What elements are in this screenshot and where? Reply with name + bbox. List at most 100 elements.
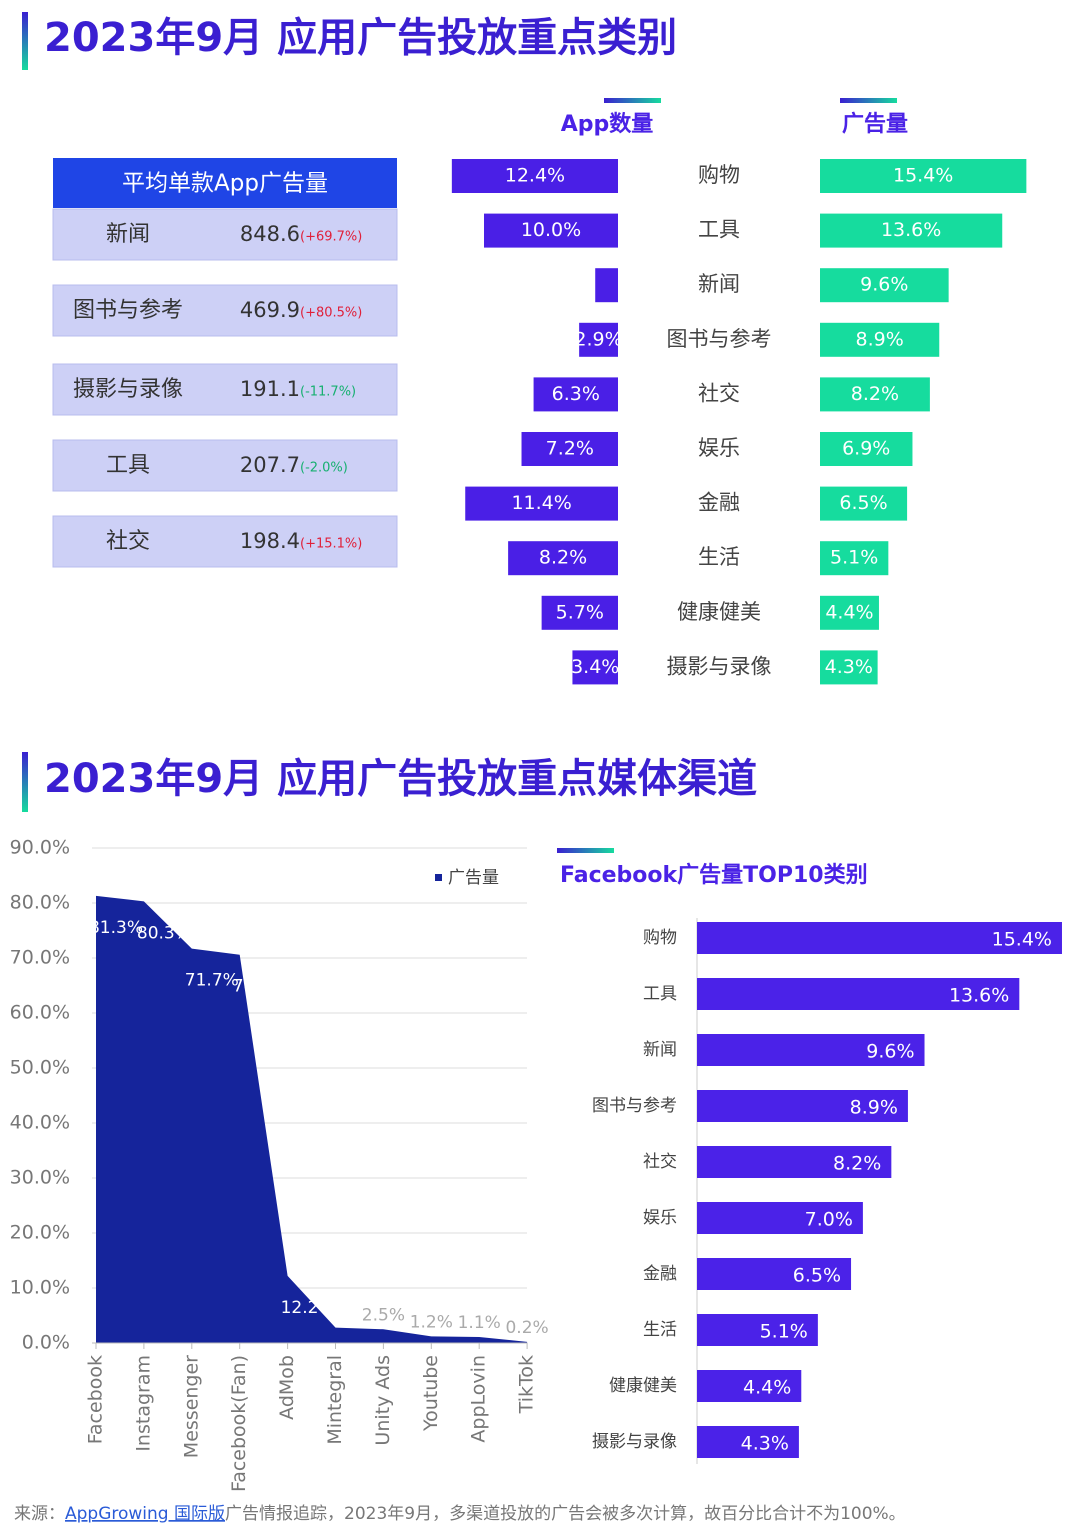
y-tick-label: 50.0% — [10, 1057, 70, 1079]
value-label: 12.2% — [281, 1298, 335, 1318]
bar — [697, 1202, 863, 1234]
value-label: 5.7% — [556, 601, 604, 623]
value-label: 8.2% — [851, 383, 899, 405]
bar — [697, 1370, 802, 1402]
x-tick-label: Mintegral — [324, 1355, 346, 1445]
header-accent — [604, 98, 661, 103]
table-category: 工具 — [106, 453, 150, 478]
table-value: 469.9 — [240, 298, 300, 322]
value-label: 9.6% — [866, 1041, 914, 1063]
table-row-bg — [52, 284, 398, 337]
footer-link[interactable]: AppGrowing 国际版 — [65, 1504, 225, 1524]
value-label: 4.4% — [743, 1377, 791, 1399]
table-header-bg — [53, 158, 397, 208]
value-label: 4.3% — [741, 1433, 789, 1455]
x-tick-label: TikTok — [516, 1355, 538, 1414]
x-tick-label: Facebook(Fan) — [228, 1355, 250, 1492]
value-label: 80.3% — [137, 923, 191, 943]
table-value: 848.6 — [240, 222, 300, 246]
category-label: 金融 — [698, 491, 740, 515]
section-title: 2023年9月 应用广告投放重点类别 — [44, 15, 677, 61]
category-label: 工具 — [643, 984, 677, 1004]
table-row-bg — [52, 515, 398, 568]
value-label: 8.2% — [833, 1153, 881, 1175]
category-label: 社交 — [643, 1152, 677, 1172]
value-label: 70.6% — [233, 977, 287, 997]
category-label: 购物 — [643, 928, 677, 948]
section-title: 2023年9月 应用广告投放重点媒体渠道 — [44, 756, 757, 802]
category-label: 金融 — [643, 1264, 677, 1284]
table-category: 新闻 — [106, 222, 150, 247]
bar — [820, 377, 930, 412]
series-name: App数量 — [561, 111, 654, 137]
value-label: 4.3% — [825, 656, 873, 678]
legend-label: 广告量 — [448, 868, 499, 888]
category-label: 摄影与录像 — [592, 1432, 677, 1452]
bar — [820, 595, 879, 630]
bar — [697, 1314, 818, 1346]
value-label: 15.4% — [893, 165, 953, 187]
category-label: 娱乐 — [698, 436, 740, 460]
y-tick-label: 10.0% — [10, 1277, 70, 1299]
legend-swatch — [435, 874, 442, 881]
y-tick-label: 70.0% — [10, 947, 70, 969]
value-label: 8.9% — [850, 1097, 898, 1119]
category-label: 生活 — [643, 1320, 677, 1340]
value-label: 2.5% — [362, 1305, 405, 1325]
category-label: 健康健美 — [609, 1376, 677, 1396]
table-header: 平均单款App广告量 — [122, 171, 328, 197]
header-accent — [840, 98, 897, 103]
y-tick-label: 20.0% — [10, 1222, 70, 1244]
bar — [595, 268, 618, 303]
series-name: 广告量 — [842, 111, 908, 137]
table-row-bg — [52, 363, 398, 416]
value-label: 13.6% — [949, 985, 1009, 1007]
bar — [697, 1426, 799, 1458]
table-category: 摄影与录像 — [73, 377, 183, 402]
table-change: (+15.1%) — [300, 537, 362, 552]
bar — [820, 650, 878, 685]
category-label: 健康健美 — [677, 600, 761, 624]
title-accent — [557, 848, 614, 853]
table-change: (-11.7%) — [300, 385, 356, 400]
bar — [484, 213, 618, 248]
category-label: 生活 — [698, 545, 740, 569]
y-tick-label: 40.0% — [10, 1112, 70, 1134]
bar — [697, 1146, 892, 1178]
value-label: 5.1% — [830, 547, 878, 569]
value-label: 81.3% — [89, 918, 143, 938]
category-label: 新闻 — [643, 1040, 677, 1060]
table-value: 198.4 — [240, 529, 300, 553]
value-label: 6.3% — [552, 383, 600, 405]
value-label: 0.2% — [505, 1318, 548, 1338]
table-change: (-2.0%) — [300, 461, 348, 476]
value-label: 5.1% — [760, 1321, 808, 1343]
value-label: 11.4% — [511, 492, 571, 514]
table-row-bg — [52, 208, 398, 261]
value-label: 8.2% — [539, 547, 587, 569]
x-tick-label: Facebook — [85, 1355, 107, 1444]
value-label: 6.5% — [839, 492, 887, 514]
category-label: 娱乐 — [643, 1208, 677, 1228]
value-label: 6.9% — [842, 438, 890, 460]
bar — [697, 978, 1020, 1010]
value-label: 1.1% — [458, 1313, 501, 1333]
table-change: (+69.7%) — [300, 230, 362, 245]
table-category: 社交 — [106, 529, 150, 554]
chart-title: Facebook广告量TOP10类别 — [560, 862, 868, 888]
category-label: 购物 — [698, 163, 740, 187]
value-label: 71.7% — [185, 971, 239, 991]
x-tick-label: Unity Ads — [372, 1355, 394, 1446]
value-label: 7.2% — [546, 438, 594, 460]
area — [96, 895, 528, 1343]
bar — [820, 541, 889, 576]
value-label: 6.5% — [793, 1265, 841, 1287]
table-value: 207.7 — [240, 453, 300, 477]
value-label: 10.0% — [521, 219, 581, 241]
bar — [697, 922, 1062, 954]
x-tick-label: Instagram — [132, 1355, 154, 1452]
title-accent — [22, 12, 28, 70]
value-label: 4.4% — [825, 601, 873, 623]
table-value: 191.1 — [240, 377, 300, 401]
